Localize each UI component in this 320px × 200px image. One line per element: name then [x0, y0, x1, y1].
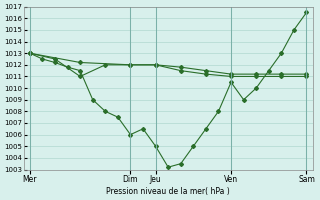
- X-axis label: Pression niveau de la mer( hPa ): Pression niveau de la mer( hPa ): [106, 187, 230, 196]
